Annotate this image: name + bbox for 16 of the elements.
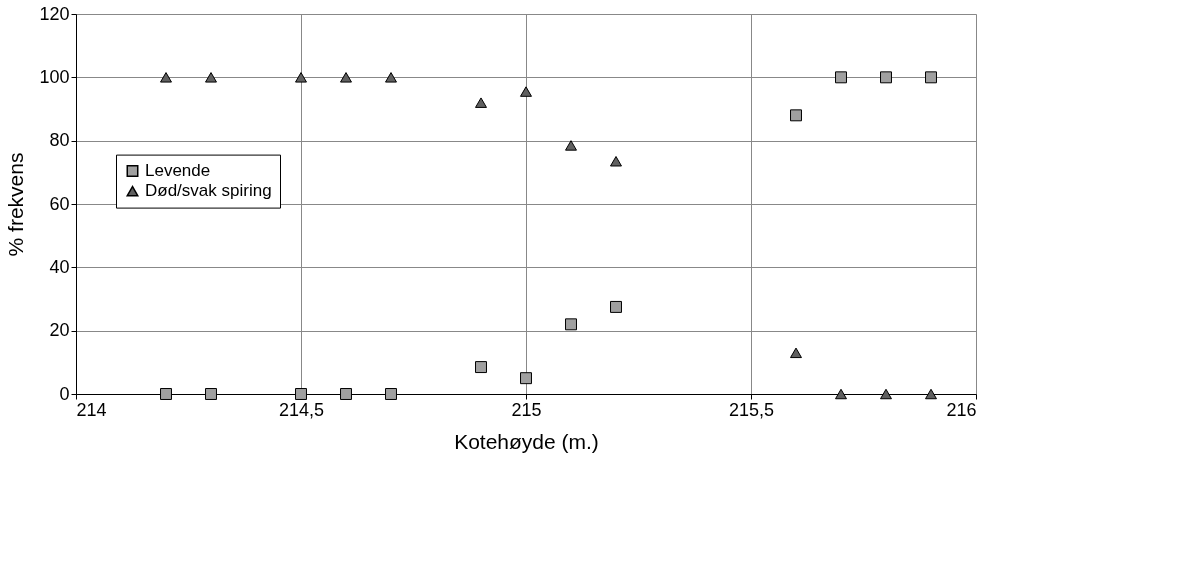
legend-label: Levende [145,161,211,181]
x-tick-label: 215,5 [728,399,775,420]
y-axis-title: % frekvens [4,152,28,257]
x-axis-title: Kotehøyde (m.) [454,429,599,453]
x-tick-label: 214 [76,399,107,420]
y-tick-label: 0 [59,383,70,404]
y-tick-label: 80 [49,130,70,151]
x-tick-label: 215 [511,399,542,420]
x-tick-label: 214,5 [278,399,325,420]
y-tick-label: 120 [39,3,70,24]
y-tick-label: 20 [49,320,70,341]
x-tick-label: 216 [946,399,977,420]
y-tick-label: 60 [49,193,70,214]
y-tick-label: 40 [49,256,70,277]
legend-label: Død/svak spiring [145,181,272,201]
y-tick-label: 100 [39,66,70,87]
